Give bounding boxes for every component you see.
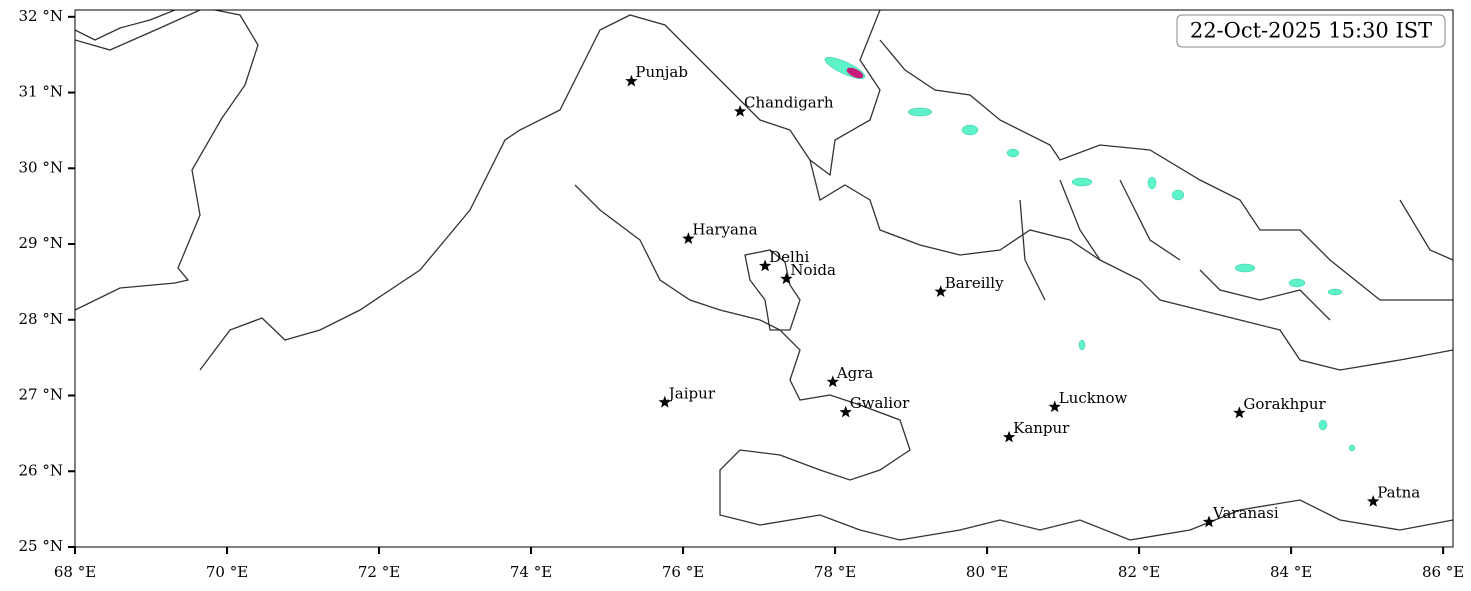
place-label: Noida <box>790 261 836 279</box>
place-label: Gwalior <box>850 394 910 412</box>
place-label: Bareilly <box>945 274 1004 292</box>
y-tick-label: 28 °N <box>19 310 63 328</box>
place-marker <box>1233 406 1246 419</box>
y-tick-label: 31 °N <box>19 83 63 101</box>
place-marker <box>826 375 839 388</box>
place-label: Chandigarh <box>744 93 834 111</box>
timestamp-box <box>1176 14 1446 48</box>
international-border <box>75 10 259 311</box>
state-border <box>809 159 1453 371</box>
place-label: Haryana <box>692 221 757 239</box>
place-marker <box>1002 430 1016 443</box>
x-tick-label: 78 °E <box>814 563 856 581</box>
y-tick-label: 30 °N <box>19 158 63 176</box>
place-marker <box>682 232 695 244</box>
x-tick-label: 70 °E <box>206 563 248 581</box>
y-tick-label: 32 °N <box>19 7 63 25</box>
place-label: Delhi <box>769 248 809 266</box>
plot-frame <box>74 9 1454 548</box>
place-marker <box>658 395 671 408</box>
y-tick-label: 25 °N <box>19 537 63 555</box>
x-tick-label: 80 °E <box>966 563 1008 581</box>
place-marker <box>780 272 793 285</box>
nepal-border <box>879 39 1453 301</box>
precipitation <box>824 56 1356 452</box>
place-marker <box>733 105 747 117</box>
place-marker <box>1367 495 1380 507</box>
y-tick-label: 27 °N <box>19 386 63 404</box>
place-label: Patna <box>1377 484 1420 502</box>
boundaries <box>75 10 1453 541</box>
place-marker <box>759 259 772 272</box>
province-border <box>75 10 201 51</box>
place-label: Jaipur <box>667 384 716 402</box>
place-marker <box>839 405 852 418</box>
x-tick-label: 84 °E <box>1270 563 1312 581</box>
x-tick-label: 74 °E <box>510 563 552 581</box>
place-label: Lucknow <box>1059 389 1128 407</box>
x-tick-label: 76 °E <box>662 563 704 581</box>
state-border <box>574 184 1453 541</box>
x-tick-label: 82 °E <box>1118 563 1160 581</box>
place-marker <box>934 285 947 297</box>
state-border <box>744 249 801 331</box>
place-marker <box>1202 515 1216 528</box>
place-label: Agra <box>836 364 874 382</box>
x-tick-label: 68 °E <box>54 563 96 581</box>
international-border <box>199 10 881 371</box>
place-label: Punjab <box>635 63 688 81</box>
place-label: Kanpur <box>1013 419 1070 437</box>
y-tick-label: 29 °N <box>19 234 63 252</box>
timestamp: 22-Oct-2025 15:30 IST <box>1190 19 1432 43</box>
place-label: Varanasi <box>1212 504 1279 522</box>
place-marker <box>625 74 638 87</box>
x-tick-label: 72 °E <box>358 563 400 581</box>
y-tick-label: 26 °N <box>19 461 63 479</box>
place-marker <box>1048 400 1061 413</box>
place-label: Gorakhpur <box>1243 395 1326 413</box>
x-tick-label: 86 °E <box>1422 563 1464 581</box>
district-border <box>1019 179 1453 321</box>
